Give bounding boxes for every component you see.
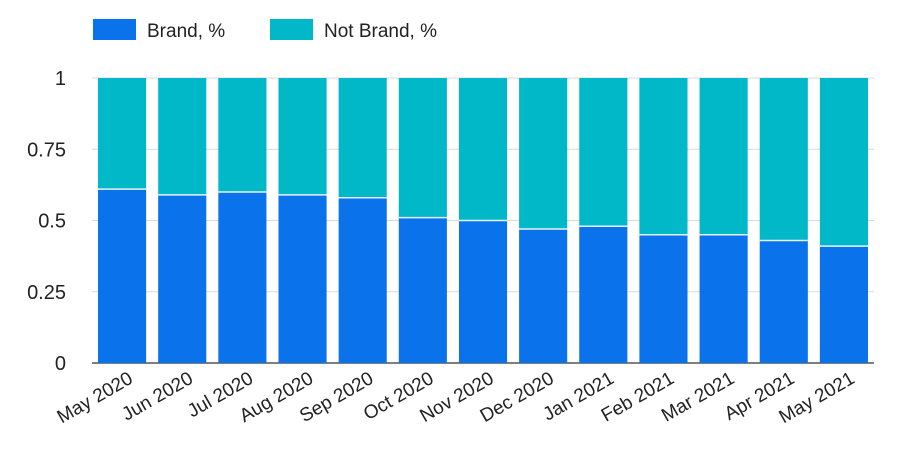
y-tick-label-3: 0.75 xyxy=(27,139,66,161)
bar-brand-11 xyxy=(759,240,808,363)
y-tick-label-4: 1 xyxy=(55,68,66,90)
bar-brand-5 xyxy=(398,217,447,363)
bar-not-brand-7 xyxy=(519,78,568,230)
bar-brand-8 xyxy=(579,226,628,363)
bar-not-brand-11 xyxy=(759,78,808,241)
bar-brand-3 xyxy=(278,194,327,363)
y-tick-label-2: 0.5 xyxy=(38,211,66,233)
x-tick-label-0: May 2020 xyxy=(54,368,137,428)
legend-label-0: Brand, % xyxy=(147,21,225,42)
bar-brand-6 xyxy=(458,220,508,363)
bar-brand-9 xyxy=(639,234,688,363)
bar-not-brand-1 xyxy=(158,78,207,195)
bar-not-brand-12 xyxy=(819,78,868,247)
bar-not-brand-2 xyxy=(218,78,267,192)
bar-not-brand-3 xyxy=(278,78,327,195)
legend-swatch-1 xyxy=(270,19,313,40)
bar-brand-4 xyxy=(338,197,387,363)
bar-not-brand-8 xyxy=(579,78,628,227)
bar-brand-1 xyxy=(158,194,207,363)
bar-not-brand-5 xyxy=(398,78,447,218)
bar-not-brand-0 xyxy=(98,78,147,190)
bar-brand-12 xyxy=(819,246,868,363)
bar-not-brand-6 xyxy=(458,78,508,221)
bar-not-brand-9 xyxy=(639,78,688,235)
bar-brand-7 xyxy=(519,229,568,363)
bar-not-brand-4 xyxy=(338,78,387,198)
legend-swatch-0 xyxy=(93,19,136,40)
bar-brand-2 xyxy=(218,192,267,363)
bar-not-brand-10 xyxy=(699,78,748,235)
bar-brand-10 xyxy=(699,234,748,363)
y-tick-label-0: 0 xyxy=(55,353,66,375)
chart-legend: Brand, % Not Brand, % xyxy=(93,19,437,42)
y-tick-label-1: 0.25 xyxy=(27,282,66,304)
legend-label-1: Not Brand, % xyxy=(324,21,437,42)
y-axis-ticks: 0 0.25 0.5 0.75 1 xyxy=(27,68,66,375)
bars-group xyxy=(98,78,868,363)
bar-brand-0 xyxy=(98,189,147,363)
